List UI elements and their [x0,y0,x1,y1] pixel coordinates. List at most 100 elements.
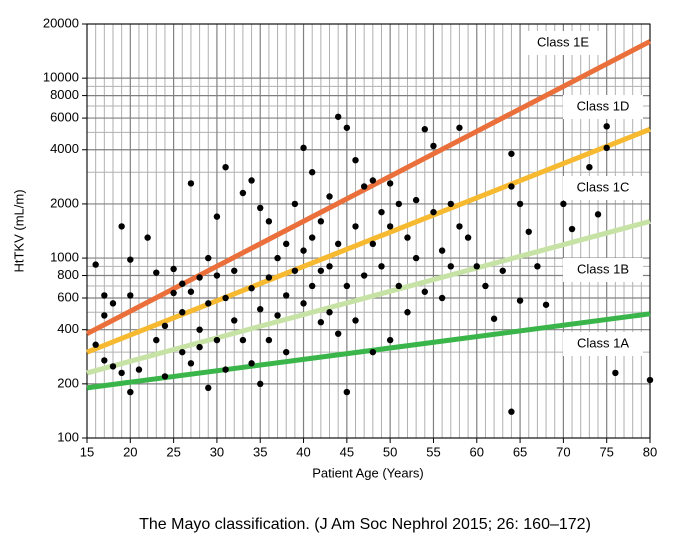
data-point [300,144,307,152]
data-point [490,315,498,322]
y-tick-label: 400 [57,321,79,336]
data-point [101,357,108,364]
data-point [300,300,307,307]
data-point [248,285,255,292]
data-point [612,369,619,377]
data-point [109,300,117,307]
data-point [378,263,385,270]
data-point [170,289,177,297]
y-tick-label: 6000 [50,110,79,125]
data-point [508,183,515,190]
data-point [222,366,229,373]
data-point [360,272,368,279]
data-point [291,200,299,208]
data-point [205,254,212,262]
data-point [265,274,273,281]
data-point [283,240,290,248]
data-point [326,193,333,200]
data-point [499,267,506,274]
data-point [196,326,203,333]
data-point [274,312,281,319]
data-point [456,223,463,230]
data-point [222,163,229,171]
data-point [352,223,359,230]
data-point [568,225,576,233]
data-point [482,282,489,290]
data-point [343,388,351,396]
data-point [603,123,610,130]
y-tick-label: 800 [57,267,79,282]
data-point [239,336,247,344]
x-tick-label: 80 [643,444,657,459]
data-point [179,348,186,356]
data-point [309,282,316,290]
data-point [92,341,99,348]
x-tick-label: 20 [123,444,137,459]
label-box [563,332,643,356]
x-tick-label: 75 [599,444,613,459]
data-point [421,288,428,295]
data-point [248,360,255,367]
data-point [395,282,403,290]
class-label: Class 1D [577,98,630,113]
data-point [412,196,420,204]
data-point [213,272,221,279]
data-point [438,247,446,254]
data-point [594,211,602,218]
x-tick-label: 65 [513,444,527,459]
data-point [404,234,411,241]
data-point [542,301,550,308]
data-point [109,363,117,370]
data-point [586,163,593,171]
data-point [257,305,264,313]
data-point [430,208,437,216]
class-label: Class 1C [577,179,630,194]
data-point [144,234,151,241]
data-point [187,180,195,187]
data-point [127,256,134,263]
data-point [516,297,524,304]
data-point [386,336,394,344]
data-point [326,309,333,316]
x-tick-label: 70 [556,444,570,459]
x-tick-label: 15 [80,444,94,459]
data-point [161,373,169,380]
data-point [646,376,654,384]
class-label: Class 1A [577,335,629,350]
data-point [534,263,541,270]
label-box [563,258,643,282]
data-point [516,200,524,208]
data-point [213,213,221,220]
data-point [447,200,454,208]
data-point [343,282,351,290]
label-box [523,31,603,55]
data-point [412,254,420,262]
data-point [265,218,273,225]
data-point [525,228,532,235]
data-point [170,265,177,273]
y-tick-label: 200 [57,375,79,390]
data-point [239,189,247,197]
y-tick-label: 2000 [50,195,79,210]
data-point [309,169,316,176]
data-point [101,312,108,319]
data-point [127,292,134,299]
data-point [360,183,368,190]
caption: The Mayo classification. (J Am Soc Nephr… [139,516,591,533]
class-label: Class 1E [537,34,589,49]
data-point [187,360,195,367]
y-tick-label: 8000 [50,87,79,102]
data-point [317,267,325,274]
data-point [291,267,299,274]
data-point [274,254,281,262]
data-point [508,150,515,157]
data-point [196,343,203,351]
data-point [187,288,195,295]
data-point [447,263,454,270]
data-point [386,223,394,230]
data-point [283,292,290,299]
data-point [473,263,480,270]
data-point [153,336,160,344]
data-point [205,300,212,307]
